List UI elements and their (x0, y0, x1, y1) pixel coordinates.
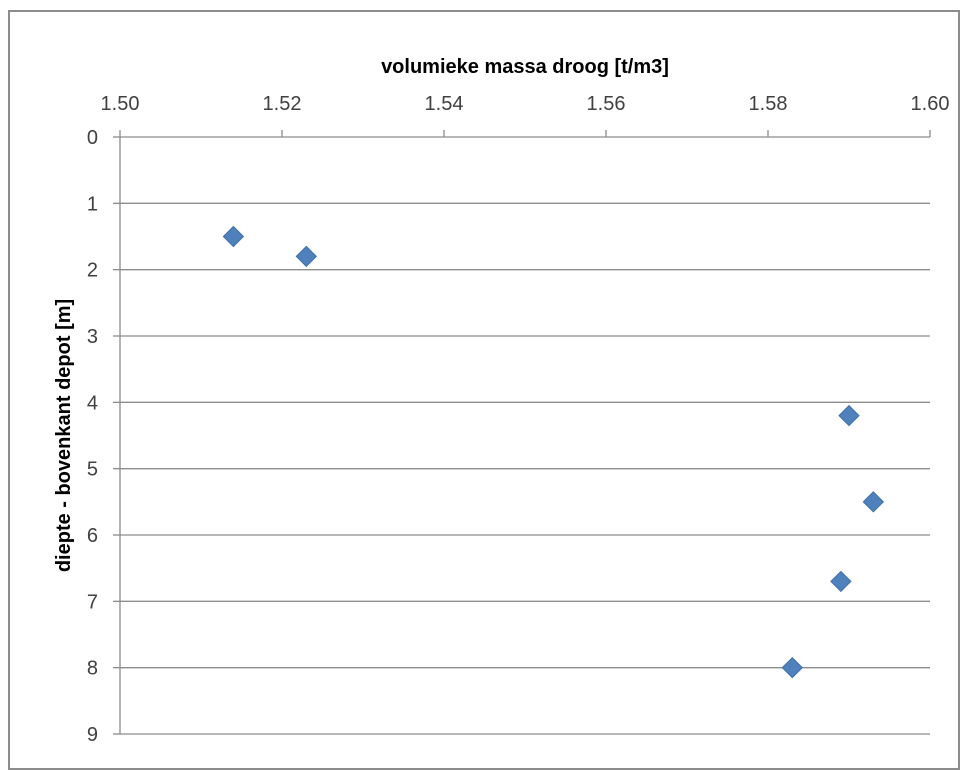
y-axis-title: diepte - bovenkant depot [m] (53, 299, 75, 572)
y-tick-label-3: 3 (87, 326, 98, 348)
x-tick-labels: 1.50 1.52 1.54 1.56 1.58 1.60 (101, 93, 950, 115)
axes (113, 130, 931, 735)
x-tick-label-1.54: 1.54 (425, 93, 464, 115)
y-tick-labels: 0 1 2 3 4 5 6 7 8 9 (87, 127, 98, 746)
x-tick-label-1.58: 1.58 (749, 93, 788, 115)
data-point-3 (838, 404, 860, 427)
data-point-4 (862, 491, 885, 513)
y-tick-label-0: 0 (87, 127, 98, 149)
y-tick-label-7: 7 (87, 591, 98, 613)
y-tick-label-8: 8 (87, 658, 98, 680)
x-tick-label-1.50: 1.50 (101, 93, 140, 115)
data-points (222, 225, 885, 679)
y-tick-label-5: 5 (87, 459, 98, 481)
y-tick-label-6: 6 (87, 525, 98, 547)
x-tick-label-1.52: 1.52 (263, 93, 302, 115)
x-axis-title: volumieke massa droog [t/m3] (381, 56, 669, 78)
y-tick-label-4: 4 (87, 392, 98, 414)
y-tick-label-2: 2 (87, 260, 98, 282)
data-point-2 (295, 245, 318, 268)
data-point-1 (222, 225, 245, 248)
x-tick-label-1.60: 1.60 (911, 93, 950, 115)
y-tick-label-9: 9 (87, 724, 98, 746)
x-tick-label-1.56: 1.56 (587, 93, 626, 115)
y-tick-label-1: 1 (87, 193, 98, 215)
grid-lines (120, 202, 930, 735)
data-point-6 (781, 656, 804, 679)
data-point-5 (830, 570, 852, 593)
